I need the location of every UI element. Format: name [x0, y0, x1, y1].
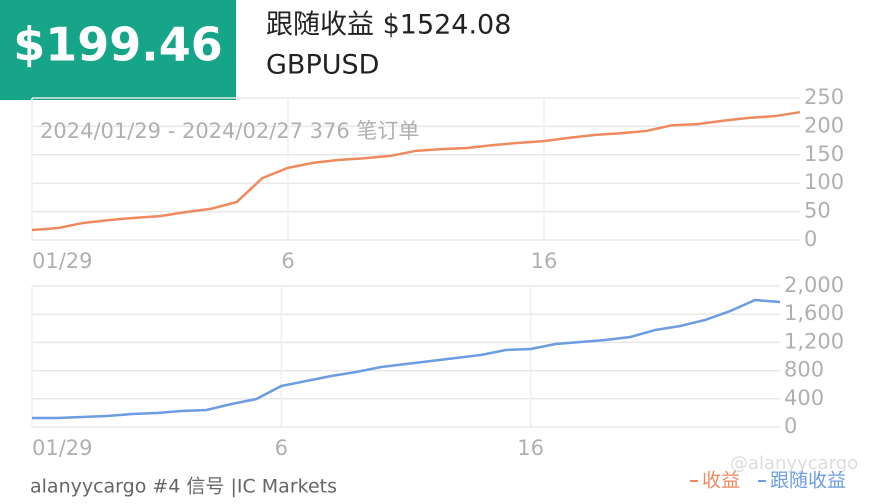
- x-tick-label: 01/29: [32, 249, 93, 273]
- y-tick-label: 400: [784, 386, 824, 410]
- legend-label: 收益: [702, 470, 740, 492]
- x-tick-label: 6: [281, 249, 294, 273]
- price-badge: [0, 0, 236, 100]
- y-tick-label: 800: [784, 358, 824, 382]
- y-tick-label: 200: [804, 113, 844, 137]
- price: $199.46: [13, 18, 223, 72]
- watermark: @alanyycargo: [730, 453, 858, 474]
- line: [32, 298, 781, 420]
- y-tick-label: 2,000: [784, 273, 844, 297]
- y-tick-label: 1,600: [784, 301, 844, 325]
- line: [31, 110, 801, 232]
- subtitle: 2024/01/29 - 2024/02/27 376 笔订单: [40, 119, 419, 143]
- y-tick-label: 0: [804, 227, 817, 251]
- y-tick-label: 250: [804, 85, 844, 109]
- account: alanyycargo #4 信号 |IC Markets: [30, 476, 337, 498]
- y-tick-label: 50: [804, 199, 831, 223]
- y-tick-label: 1,200: [784, 329, 844, 353]
- x-tick-label: 6: [275, 436, 288, 460]
- symbol: GBPUSD: [266, 50, 379, 81]
- x-tick-label: 16: [517, 436, 544, 460]
- title: 跟随收益 $1524.08: [266, 10, 511, 41]
- x-tick-label: 16: [531, 249, 558, 273]
- y-tick-label: 100: [804, 170, 844, 194]
- legend-label: 跟随收益: [770, 470, 846, 492]
- y-tick-label: 150: [804, 142, 844, 166]
- y-tick-label: 0: [784, 414, 797, 438]
- x-tick-label: 01/29: [32, 436, 93, 460]
